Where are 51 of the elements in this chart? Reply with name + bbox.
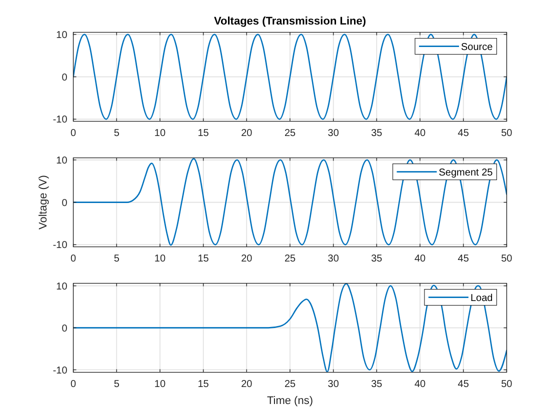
x-tick-label: 25: [284, 128, 296, 139]
x-tick-label: 40: [414, 253, 426, 264]
x-tick-label: 35: [371, 378, 383, 390]
x-tick-label: 50: [501, 378, 513, 390]
x-tick-label: 45: [458, 253, 470, 264]
x-tick-label: 5: [114, 128, 120, 139]
legend-label: Segment 25: [438, 167, 494, 178]
x-tick-label: 40: [414, 128, 426, 139]
x-axis-title: Time (ns): [266, 394, 314, 407]
x-tick-label: 5: [114, 253, 120, 264]
chart-title: Voltages (Transmission Line): [214, 15, 366, 28]
y-tick-label: -10: [52, 365, 68, 376]
x-tick-label: 50: [501, 253, 513, 264]
y-tick-label: 0: [62, 72, 68, 84]
x-tick-label: 0: [70, 253, 77, 264]
x-tick-label: 45: [458, 128, 470, 139]
x-tick-label: 25: [284, 378, 296, 390]
x-tick-label: 30: [328, 128, 340, 139]
x-tick-label: 40: [414, 378, 426, 390]
x-tick-label: 25: [284, 253, 296, 264]
y-tick-label: -10: [52, 240, 68, 252]
line-series: [73, 158, 507, 246]
y-tick-label: -10: [52, 114, 68, 126]
legend-label: Source: [461, 42, 494, 53]
x-tick-label: 20: [241, 128, 253, 139]
x-tick-label: 10: [154, 253, 166, 264]
y-tick-label: 0: [62, 323, 68, 334]
legend-label: Load: [470, 292, 493, 304]
line-series: [73, 283, 507, 372]
x-tick-label: 10: [154, 128, 166, 139]
x-tick-label: 50: [501, 128, 513, 139]
x-tick-label: 15: [198, 253, 210, 264]
y-axis-title: Voltage (V): [37, 175, 50, 230]
x-tick-label: 20: [241, 378, 253, 390]
y-tick-label: 10: [56, 281, 68, 292]
x-tick-label: 5: [114, 378, 120, 390]
x-tick-label: 45: [458, 378, 470, 390]
x-tick-label: 35: [371, 128, 383, 139]
x-tick-label: 0: [70, 378, 77, 390]
x-tick-label: 30: [328, 378, 340, 390]
x-tick-label: 15: [198, 378, 210, 390]
x-tick-label: 10: [154, 378, 166, 390]
line-series: [73, 34, 507, 120]
x-tick-label: 35: [371, 253, 383, 264]
y-tick-label: 10: [56, 155, 68, 166]
y-tick-label: 0: [62, 198, 68, 209]
x-tick-label: 15: [198, 128, 210, 139]
x-tick-label: 0: [70, 128, 77, 139]
x-tick-label: 20: [241, 253, 253, 264]
y-tick-label: 10: [56, 30, 68, 41]
x-tick-label: 30: [328, 253, 340, 264]
